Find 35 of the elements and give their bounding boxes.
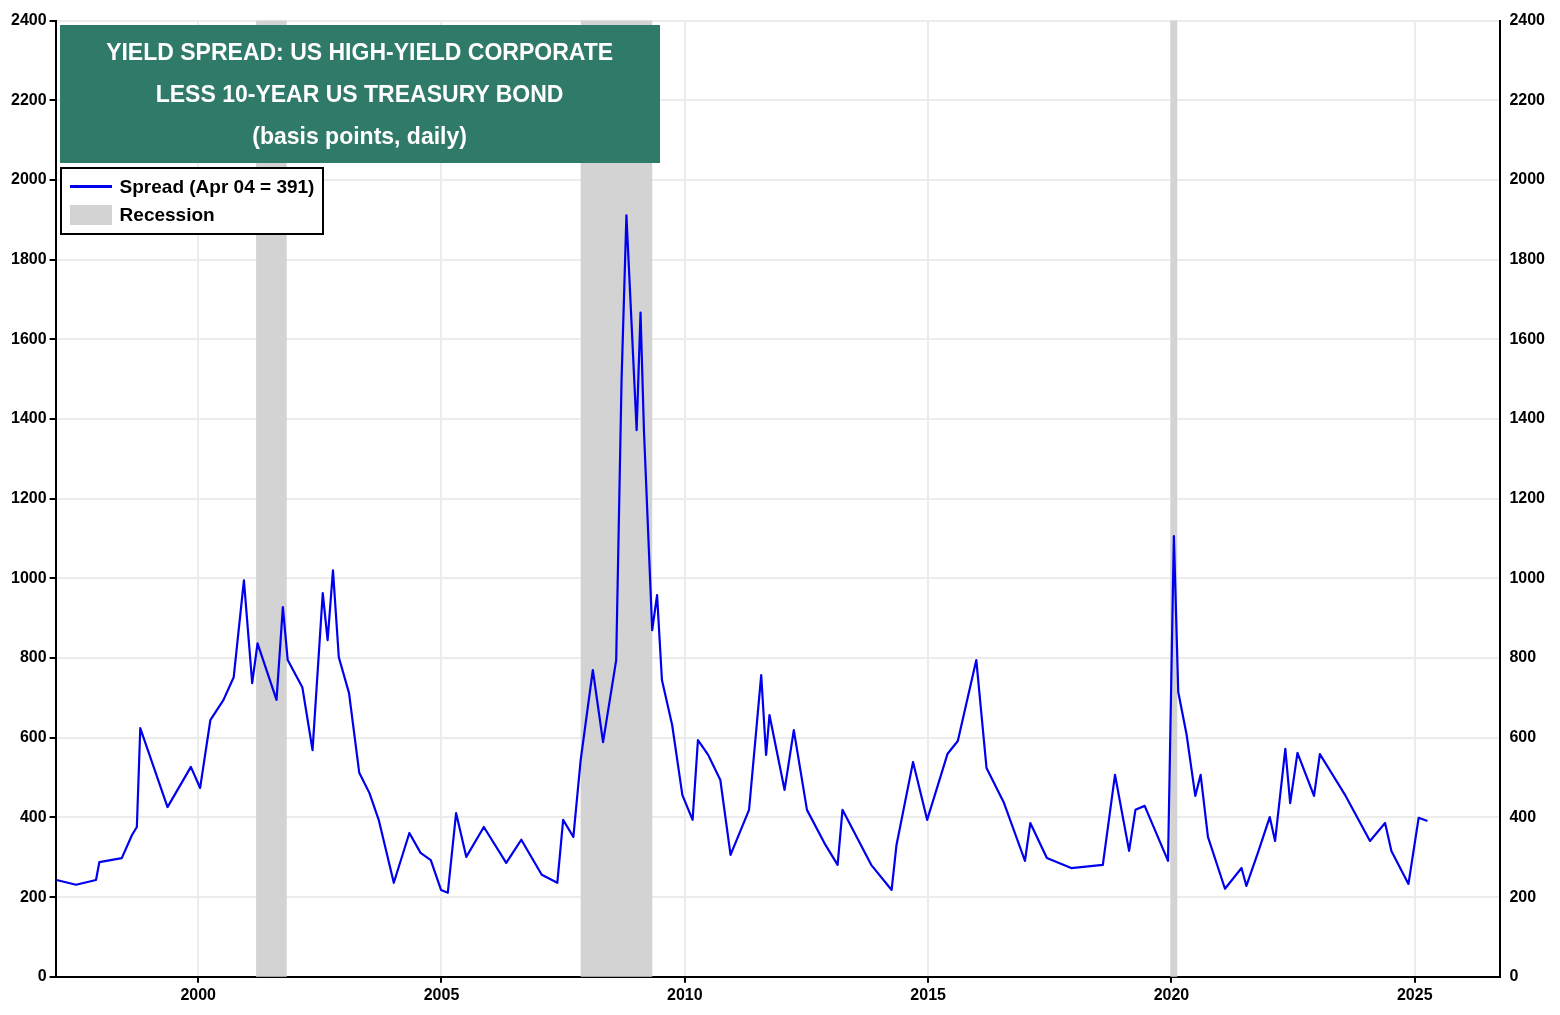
y-tick-label: 1800 [11,250,47,268]
y2-tick-label: 0 [1509,967,1519,985]
y-tick-label: 2000 [11,170,47,188]
y-tick-label: 2200 [11,90,47,108]
y-tick-label: 1200 [11,489,47,507]
y-tick-label: 2400 [11,11,47,29]
y2-tick-label: 1800 [1509,250,1546,268]
y-tick-label: 0 [37,967,47,985]
y-tick-label: 600 [19,728,47,746]
x-tick-label: 2020 [1153,985,1190,1003]
y-tick-label: 800 [19,648,47,666]
y2-tick-label: 200 [1509,887,1537,905]
y-tick-label: 200 [19,887,47,905]
x-tick-label: 2015 [910,985,947,1003]
y2-tick-label: 400 [1509,807,1537,825]
y2-tick-label: 1000 [1509,568,1546,586]
y-tick-label: 1600 [11,329,47,347]
x-tick-label: 2005 [423,985,460,1003]
x-tick-label: 2025 [1396,985,1433,1003]
x-tick-label: 2000 [180,985,217,1003]
y-tick-label: 400 [19,807,47,825]
y2-tick-label: 1400 [1509,409,1546,427]
y2-tick-label: 2200 [1509,90,1546,108]
band-label: Recession [119,203,215,226]
x-tick-label: 2010 [667,985,703,1003]
y2-tick-label: 2000 [1509,170,1546,188]
y2-tick-label: 2400 [1509,11,1546,29]
legend-label: Spread (Apr 04 = 391) [119,175,315,198]
y2-tick-label: 600 [1509,728,1537,746]
y2-tick-label: 1200 [1509,489,1546,507]
y-tick-label: 1400 [11,409,47,427]
y2-tick-label: 1600 [1509,329,1546,347]
y-tick-label: 1000 [11,568,47,586]
title-panel: YIELD SPREAD: US HIGH-YIELD CORPORATE LESS 10-YEAR US TREASURY BOND (basis points, daily) [59,24,660,163]
y2-tick-label: 800 [1509,648,1537,666]
